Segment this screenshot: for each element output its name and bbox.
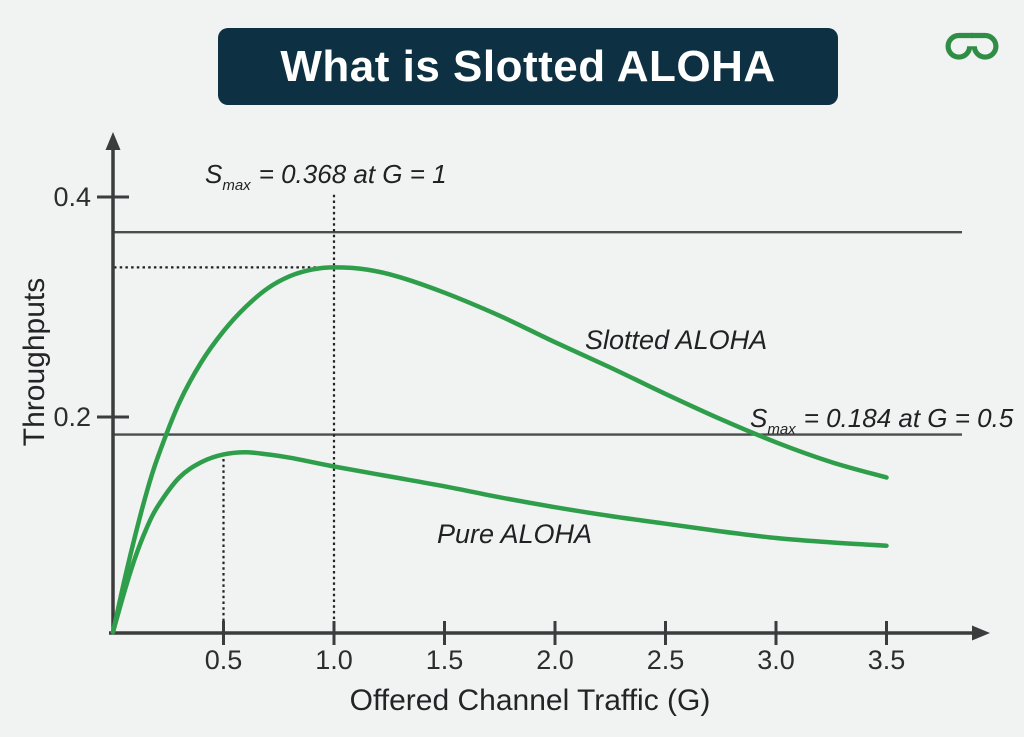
annotation-smax-slotted: Smax = 0.368 at G = 1	[205, 159, 447, 194]
x-tick-label: 2.0	[536, 645, 574, 675]
y-axis-arrow-icon	[105, 132, 121, 150]
x-axis-arrow-icon	[972, 625, 990, 641]
x-tick-label: 3.5	[868, 645, 906, 675]
title-banner: What is Slotted ALOHA	[218, 28, 838, 105]
x-tick-label: 1.5	[426, 645, 464, 675]
logo-right-g	[971, 32, 999, 60]
x-axis-title: Offered Channel Traffic (G)	[350, 684, 711, 717]
x-tick-label: 2.5	[647, 645, 685, 675]
page-title: What is Slotted ALOHA	[280, 41, 776, 91]
x-tick-label: 3.0	[757, 645, 795, 675]
annotation-smax-pure: Smax = 0.184 at G = 0.5	[750, 403, 1014, 438]
slotted-aloha-curve	[110, 265, 889, 635]
y-tick-label: 0.4	[53, 182, 91, 212]
y-tick-label: 0.2	[53, 402, 91, 432]
pure-aloha-curve	[110, 449, 889, 635]
x-tick-label: 0.5	[205, 645, 243, 675]
geeksforgeeks-logo-icon	[945, 32, 999, 60]
y-axis-title: Throughputs	[18, 278, 51, 446]
curve-label-pure-aloha: Pure ALOHA	[437, 519, 592, 549]
logo-left-g	[945, 32, 973, 60]
curve-label-slotted-aloha: Slotted ALOHA	[585, 325, 767, 355]
x-tick-label: 1.0	[315, 645, 353, 675]
